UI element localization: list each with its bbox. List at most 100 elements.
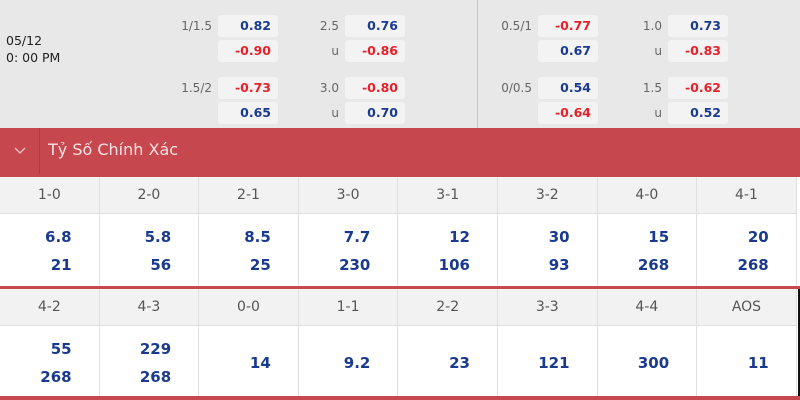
score-cell: 4-2 55 268 [0,289,100,399]
odds-button[interactable]: -0.83 [668,40,728,62]
odds-value[interactable]: 9.2 [343,353,371,372]
score-cell: 2-1 8.5 25 [199,177,299,287]
odds-button[interactable]: 0.67 [538,40,598,62]
score-odds: 7.7 230 [298,214,398,287]
odds-button[interactable]: 0.65 [218,102,278,124]
odds-button[interactable]: 0.76 [345,15,405,37]
odds-value[interactable]: 268 [139,367,172,386]
odds-value[interactable]: 5.8 [144,227,172,246]
score-odds: 6.8 21 [0,214,99,287]
odds-value[interactable]: 230 [339,255,371,274]
odds-button[interactable]: -0.62 [668,77,728,99]
score-odds: 229 268 [99,326,199,399]
odds-value[interactable]: 20 [747,227,769,246]
handicap-line: 0.5/1 [501,19,532,33]
odds-value[interactable]: 229 [139,339,172,358]
over-under-line: 3.0 [319,81,339,95]
odds-value[interactable]: 268 [40,367,72,386]
section-title: Tỷ Số Chính Xác [48,140,179,159]
score-label: AOS [697,289,796,326]
odds-value[interactable]: 55 [50,339,72,358]
odds-value[interactable]: 268 [737,255,769,274]
odds-button[interactable]: -0.90 [218,40,278,62]
score-odds: 55 268 [0,326,99,399]
under-label: u [654,106,662,120]
odds-button[interactable]: 0.52 [668,102,728,124]
score-label: 3-3 [497,289,597,326]
odds-value[interactable]: 25 [249,255,271,274]
score-cell: 2-0 5.8 56 [99,177,200,287]
odds-button[interactable]: 0.82 [218,15,278,37]
score-label: 2-2 [398,289,497,326]
odds-button[interactable]: -0.64 [538,102,598,124]
match-time: 0: 00 PM [6,50,61,65]
odds-button[interactable]: -0.77 [538,15,598,37]
score-cell: 4-1 20 268 [697,177,797,287]
score-odds: 20 268 [697,214,796,287]
score-label: 4-2 [0,289,99,326]
score-label: 2-0 [99,177,199,214]
odds-button[interactable]: -0.86 [345,40,405,62]
odds-value[interactable]: 106 [438,255,470,274]
score-cell: 3-3 121 [497,289,598,399]
section-header-correct-score[interactable]: Tỷ Số Chính Xác [0,128,800,174]
odds-button[interactable]: -0.80 [345,77,405,99]
score-cell: 1-1 9.2 [298,289,399,399]
score-label: 4-1 [697,177,796,214]
score-odds: 14 [199,326,298,399]
score-cell: 0-0 14 [199,289,299,399]
score-label: 4-4 [597,289,697,326]
score-odds: 9.2 [298,326,398,399]
odds-value[interactable]: 21 [50,255,72,274]
match-date: 05/12 [6,33,43,48]
odds-button[interactable]: -0.73 [218,77,278,99]
score-cell: 4-0 15 268 [597,177,698,287]
score-label: 4-3 [99,289,199,326]
odds-value[interactable]: 14 [249,353,271,372]
odds-button[interactable]: 0.73 [668,15,728,37]
handicap-line: 1/1.5 [181,19,212,33]
score-cell: 2-2 23 [398,289,498,399]
odds-value[interactable]: 6.8 [45,227,72,246]
odds-value[interactable]: 268 [637,255,670,274]
divider [477,0,478,128]
score-cell: AOS 11 [697,289,797,399]
odds-value[interactable]: 8.5 [244,227,271,246]
odds-value[interactable]: 93 [548,255,570,274]
score-cell: 1-0 6.8 21 [0,177,100,287]
over-under-line: 2.5 [319,19,339,33]
score-cell: 3-2 30 93 [497,177,598,287]
odds-value[interactable]: 30 [548,227,570,246]
score-odds: 11 [697,326,796,399]
odds-button[interactable]: 0.54 [538,77,598,99]
handicap-line: 0/0.5 [501,81,532,95]
score-odds: 15 268 [597,214,697,287]
score-row: 4-2 55 268 4-3 229 268 0-0 14 1-1 9.2 2-2 23 3-3 121 4… [0,289,800,399]
over-under-line: 1.0 [642,19,662,33]
odds-value[interactable]: 121 [538,353,570,372]
score-odds: 300 [597,326,697,399]
odds-value[interactable]: 7.7 [343,227,371,246]
odds-value[interactable]: 11 [747,353,769,372]
odds-value[interactable]: 300 [637,353,670,372]
odds-button[interactable]: 0.70 [345,102,405,124]
score-cell: 3-1 12 106 [398,177,498,287]
score-odds: 12 106 [398,214,497,287]
divider [0,396,800,400]
score-label: 0-0 [199,289,298,326]
under-label: u [654,44,662,58]
score-odds: 23 [398,326,497,399]
odds-value[interactable]: 23 [449,353,470,372]
chevron-down-icon[interactable] [0,128,40,174]
score-cell: 3-0 7.7 230 [298,177,399,287]
odds-value[interactable]: 12 [449,227,470,246]
score-label: 2-1 [199,177,298,214]
score-odds: 121 [497,326,597,399]
match-datetime: 05/12 0: 00 PM [6,32,60,66]
odds-value[interactable]: 15 [648,227,670,246]
score-label: 4-0 [597,177,697,214]
divider [0,174,800,177]
divider [0,286,800,289]
odds-value[interactable]: 56 [150,255,172,274]
score-label: 3-1 [398,177,497,214]
